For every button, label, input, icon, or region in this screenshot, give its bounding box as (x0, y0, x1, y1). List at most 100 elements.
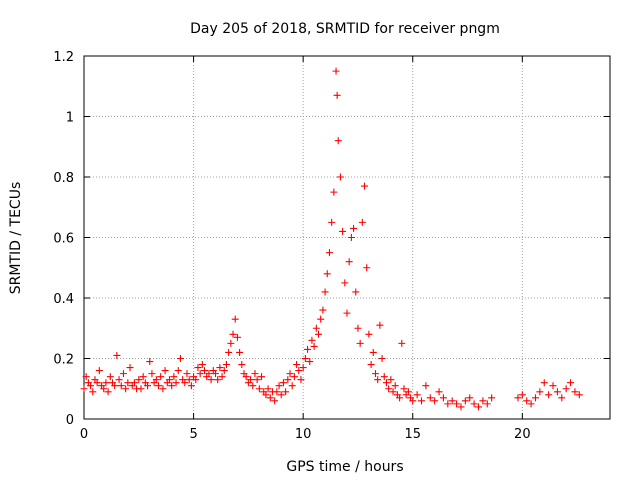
data-point (82, 373, 90, 381)
data-point (264, 385, 272, 393)
x-axis-label: GPS time / hours (286, 459, 403, 475)
data-point (389, 388, 397, 396)
data-point (126, 364, 134, 372)
data-point (255, 385, 263, 393)
x-tick-label: 5 (189, 427, 197, 442)
y-tick-label: 0.2 (53, 353, 74, 368)
data-point (354, 324, 362, 332)
data-point (87, 382, 95, 390)
data-point (130, 379, 138, 387)
data-point (341, 279, 349, 287)
data-point (174, 367, 182, 375)
data-point (350, 224, 358, 232)
data-point (288, 382, 296, 390)
data-point (113, 351, 121, 359)
data-point (371, 370, 379, 378)
data-point (290, 373, 298, 381)
data-point (172, 379, 180, 387)
data-point (391, 382, 399, 390)
x-tick-label: 15 (404, 427, 421, 442)
data-point (222, 361, 230, 369)
data-point (242, 373, 250, 381)
data-point (479, 397, 487, 405)
data-point (282, 388, 290, 396)
data-point (157, 373, 165, 381)
data-point (183, 370, 191, 378)
data-point (571, 388, 579, 396)
data-point (400, 385, 408, 393)
data-point (185, 376, 193, 384)
data-point (333, 91, 341, 99)
data-point (253, 376, 261, 384)
grid-lines (84, 55, 610, 419)
data-point (247, 376, 255, 384)
data-point (536, 388, 544, 396)
data-point (470, 400, 478, 408)
data-point (518, 391, 526, 399)
data-point (404, 388, 412, 396)
data-point (251, 370, 259, 378)
data-point (187, 382, 195, 390)
data-point (295, 367, 303, 375)
data-point (378, 355, 386, 362)
data-point (236, 348, 244, 356)
data-point (369, 348, 377, 356)
data-point (339, 227, 347, 235)
data-point (100, 385, 108, 393)
data-point (214, 376, 222, 384)
data-point (155, 382, 163, 390)
data-point (104, 388, 112, 396)
data-point (444, 400, 452, 408)
data-point (293, 361, 301, 369)
data-point (80, 385, 88, 393)
data-point (317, 315, 325, 323)
axes: 0 5 10 15 20 0 0.2 0.4 0.6 0.8 1 1.2 (53, 50, 611, 442)
data-point (146, 358, 154, 366)
data-point (218, 373, 226, 381)
y-tick-label: 0 (66, 413, 74, 428)
data-point (549, 382, 557, 390)
data-point (365, 330, 373, 338)
data-point (336, 173, 344, 181)
data-point (439, 394, 447, 402)
data-point (396, 394, 404, 402)
data-point (387, 376, 395, 384)
data-point (233, 333, 241, 341)
data-point (207, 376, 215, 384)
data-point (271, 397, 279, 405)
data-point (161, 367, 169, 375)
data-point (457, 403, 465, 411)
data-point (527, 400, 535, 408)
data-point (266, 394, 274, 402)
data-point (540, 379, 548, 387)
data-point (216, 364, 224, 372)
y-tick-label: 1.2 (53, 50, 74, 65)
data-point (249, 382, 257, 390)
data-point (330, 188, 338, 196)
data-point (135, 376, 143, 384)
data-point (319, 306, 327, 314)
data-point (431, 397, 439, 405)
data-point (159, 385, 167, 393)
data-point (124, 379, 132, 387)
y-axis-label: SRMTID / TECUs (8, 182, 24, 295)
data-point (198, 361, 206, 369)
data-point (567, 379, 575, 387)
data-point (152, 376, 160, 384)
data-point (310, 342, 318, 350)
data-point (304, 345, 312, 353)
data-point (117, 382, 125, 390)
data-point (301, 355, 309, 362)
data-point (231, 315, 239, 323)
x-tick-label: 10 (295, 427, 312, 442)
data-point (553, 388, 561, 396)
data-point (229, 330, 237, 338)
y-tick-label: 0.8 (53, 171, 74, 186)
data-points (80, 67, 583, 411)
data-point (352, 288, 360, 296)
data-point (89, 388, 97, 396)
data-point (343, 309, 351, 317)
data-point (461, 397, 469, 405)
data-point (347, 234, 355, 241)
data-point (95, 367, 103, 375)
